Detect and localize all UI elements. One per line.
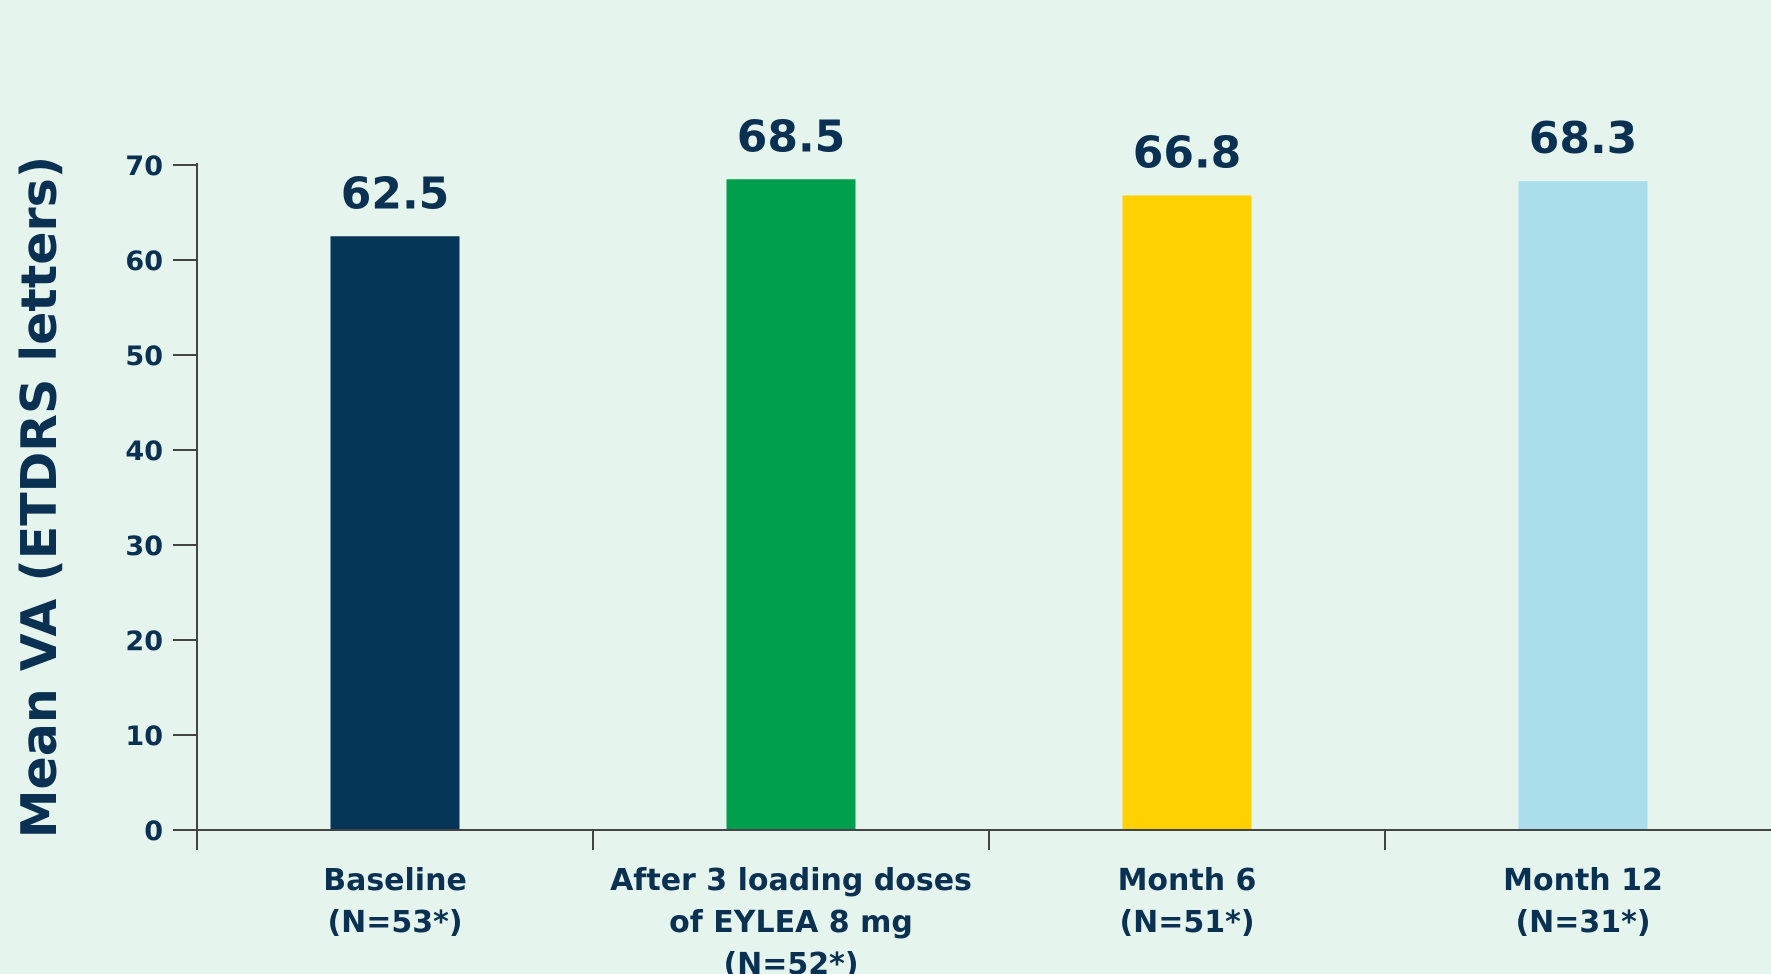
y-tick-label: 70 (125, 151, 163, 182)
bar-value-label: 68.5 (737, 111, 846, 162)
x-category-label: of EYLEA 8 mg (669, 905, 913, 940)
axes (196, 163, 1771, 850)
x-category-label: Month 12 (1503, 863, 1663, 898)
y-tick-label: 40 (125, 436, 163, 467)
y-axis-title: Mean VA (ETDRS letters) (11, 156, 68, 838)
bar (726, 179, 856, 830)
y-tick-label: 50 (125, 341, 163, 372)
bar (1518, 181, 1648, 830)
y-tick-label: 30 (125, 531, 163, 562)
y-tick-label: 20 (125, 626, 163, 657)
x-category-label: (N=51*) (1119, 905, 1254, 940)
value-labels: 62.5 68.5 66.8 68.3 (341, 111, 1638, 219)
x-axis-labels: Baseline (N=53*) After 3 loading doses of E… (323, 863, 1663, 974)
x-category-label: (N=52*) (723, 947, 858, 974)
y-tick-label: 10 (125, 721, 163, 752)
y-axis-title-group: Mean VA (ETDRS letters) (11, 156, 68, 838)
y-axis-ticks: 0 10 20 30 40 50 60 70 (125, 151, 197, 847)
bar-value-label: 68.3 (1529, 113, 1638, 164)
bar-value-label: 66.8 (1133, 127, 1242, 178)
bar (1122, 195, 1252, 830)
x-category-label: (N=53*) (327, 905, 462, 940)
bars (330, 179, 1648, 830)
y-tick-label: 60 (125, 246, 163, 277)
bar-value-label: 62.5 (341, 168, 450, 219)
bar (330, 236, 460, 830)
y-tick-label: 0 (144, 816, 163, 847)
x-category-label: Baseline (323, 863, 467, 898)
x-category-label: After 3 loading doses (610, 863, 972, 898)
x-category-label: Month 6 (1118, 863, 1257, 898)
x-category-label: (N=31*) (1515, 905, 1650, 940)
